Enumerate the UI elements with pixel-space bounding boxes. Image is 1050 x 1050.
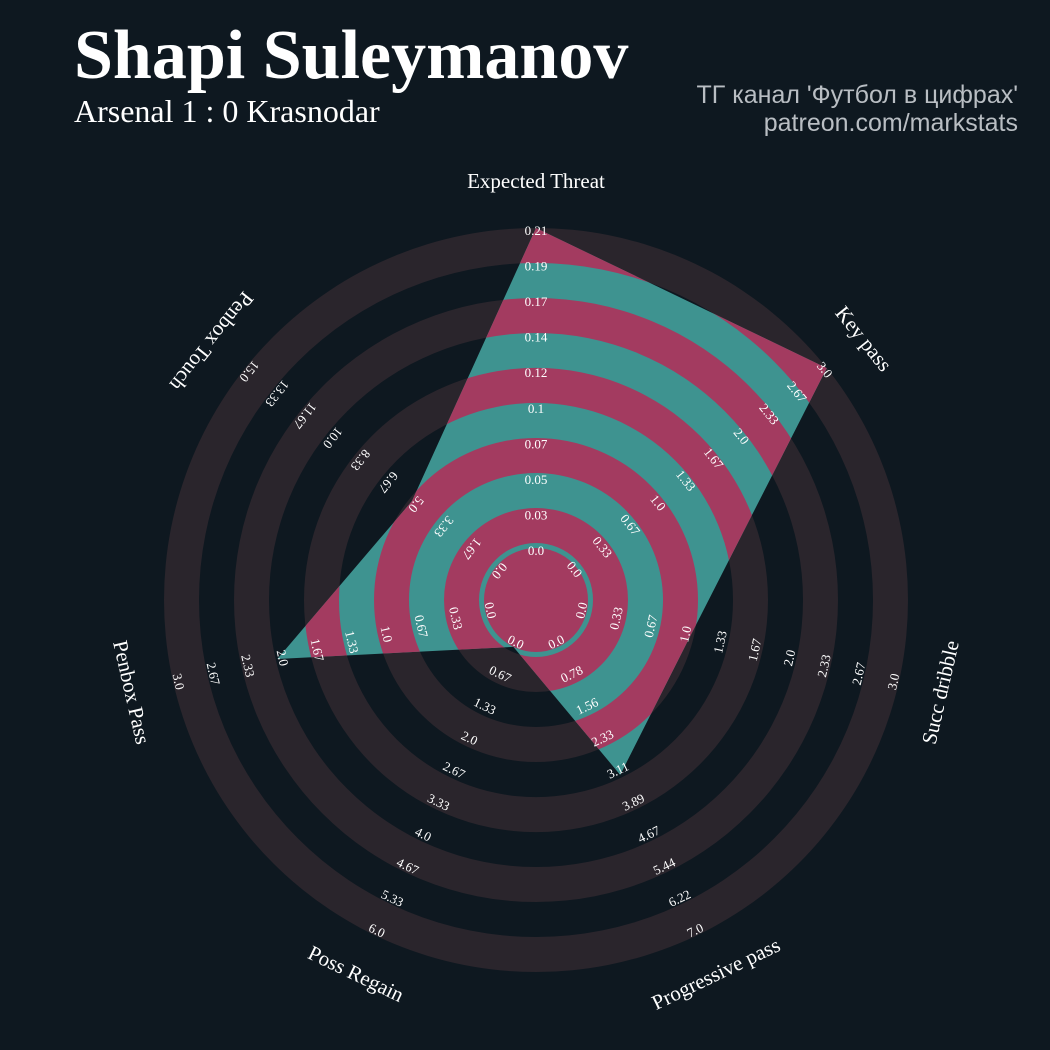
- tick-label: 2.67: [204, 661, 224, 687]
- tick-label: 4.0: [413, 824, 434, 845]
- param-label: Succ dribble: [917, 638, 964, 746]
- tick-label: 0.14: [525, 330, 548, 345]
- tick-label: 0.05: [525, 472, 548, 487]
- tick-label: 0.12: [525, 365, 548, 380]
- param-label: Penbox Pass: [108, 638, 155, 746]
- tick-label: 0.33: [606, 605, 626, 631]
- tick-label: 0.67: [641, 613, 661, 639]
- tick-label: 0.19: [525, 259, 548, 274]
- tick-label: 0.0: [572, 601, 590, 620]
- player-name-title: Shapi Suleymanov: [74, 17, 629, 94]
- tick-label: 0.21: [525, 223, 548, 238]
- tick-label: 2.0: [459, 728, 480, 749]
- param-label: Key pass: [830, 301, 896, 376]
- data-fill-ring: [444, 508, 628, 692]
- data-fill-center: [484, 548, 588, 652]
- tick-label: 0.17: [525, 294, 548, 309]
- tick-label: 0.07: [525, 436, 548, 451]
- tick-label: 1.0: [676, 624, 694, 643]
- tick-label: 0.0: [528, 543, 544, 558]
- tick-label: 1.67: [745, 637, 765, 663]
- tick-label: 0.67: [412, 613, 432, 639]
- tick-label: 7.0: [684, 920, 705, 941]
- tick-label: 0.03: [525, 507, 548, 522]
- credit-channel: ТГ канал 'Футбол в цифрах': [696, 81, 1018, 109]
- tick-label: 3.0: [170, 672, 188, 691]
- tick-label: 0.1: [528, 401, 544, 416]
- tick-label: 1.67: [308, 637, 328, 663]
- tick-label: 0.33: [446, 605, 466, 631]
- match-subtitle: Arsenal 1 : 0 Krasnodar: [74, 93, 380, 129]
- param-label: Expected Threat: [467, 169, 605, 193]
- tick-label: 0.0: [505, 632, 526, 653]
- tick-label: 2.0: [780, 648, 798, 667]
- tick-label: 0.0: [482, 601, 500, 620]
- tick-label: 3.0: [884, 672, 902, 691]
- param-label: Poss Regain: [304, 941, 408, 1008]
- credit-url: patreon.com/markstats: [763, 109, 1018, 137]
- tick-label: 0.0: [546, 632, 567, 653]
- tick-label: 6.0: [366, 920, 387, 941]
- tick-label: 2.67: [849, 660, 869, 686]
- tick-label: 2.0: [274, 648, 292, 667]
- tick-label: 1.0: [378, 624, 396, 643]
- tick-label: 1.33: [710, 629, 730, 655]
- tick-label: 1.33: [342, 629, 362, 655]
- tick-label: 2.33: [238, 653, 258, 679]
- tick-label: 2.33: [814, 653, 834, 679]
